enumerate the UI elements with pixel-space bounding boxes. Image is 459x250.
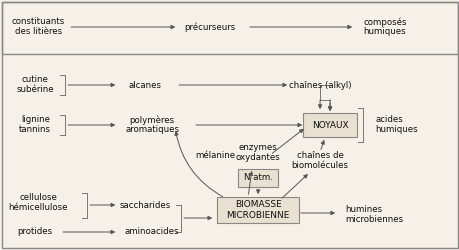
Text: composés: composés [363, 17, 406, 27]
Text: aminoacides: aminoacides [125, 228, 179, 236]
Text: oxydantes: oxydantes [235, 154, 280, 162]
Text: saccharides: saccharides [119, 200, 170, 209]
Text: polymères: polymères [129, 115, 174, 125]
Text: chaînes de: chaînes de [296, 150, 343, 160]
Text: humiques: humiques [363, 28, 405, 36]
Text: acides: acides [374, 116, 402, 124]
Text: humines: humines [344, 206, 381, 214]
FancyBboxPatch shape [217, 197, 298, 223]
Text: humiques: humiques [374, 126, 417, 134]
Text: mélanine: mélanine [195, 150, 235, 160]
Text: des litières: des litières [15, 28, 62, 36]
Text: NOYAUX: NOYAUX [311, 120, 347, 130]
Text: tannins: tannins [19, 126, 51, 134]
Text: aromatiques: aromatiques [125, 126, 179, 134]
Text: BIOMASSE
MICROBIENNE: BIOMASSE MICROBIENNE [226, 200, 289, 220]
Text: biomolécules: biomolécules [291, 160, 348, 170]
Text: subérine: subérine [17, 86, 54, 94]
Text: microbiennes: microbiennes [344, 216, 403, 224]
Text: cellulose: cellulose [19, 194, 57, 202]
Text: chaînes (alkyl): chaînes (alkyl) [288, 80, 351, 90]
FancyBboxPatch shape [238, 169, 278, 187]
Text: cutine: cutine [22, 76, 49, 84]
Text: enzymes: enzymes [238, 144, 277, 152]
Text: alcanes: alcanes [129, 80, 162, 90]
FancyBboxPatch shape [2, 2, 457, 54]
Text: hémicellulose: hémicellulose [9, 204, 68, 212]
Text: constituants: constituants [11, 18, 65, 26]
Text: N atm.: N atm. [243, 174, 272, 182]
Text: protides: protides [18, 228, 53, 236]
Text: précurseurs: précurseurs [184, 22, 235, 32]
FancyBboxPatch shape [302, 113, 356, 137]
Text: lignine: lignine [21, 116, 50, 124]
